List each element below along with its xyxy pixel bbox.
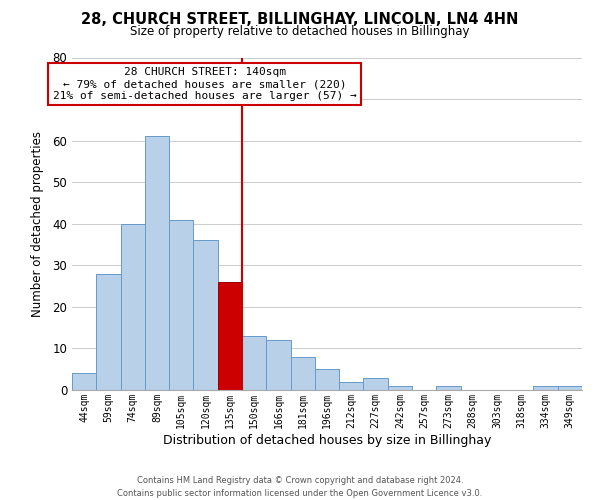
Bar [364,378,388,390]
Bar [218,282,242,390]
Bar [388,386,412,390]
Text: Size of property relative to detached houses in Billinghay: Size of property relative to detached ho… [130,25,470,38]
X-axis label: Distribution of detached houses by size in Billinghay: Distribution of detached houses by size … [163,434,491,446]
Bar [193,240,218,390]
Bar [121,224,145,390]
Bar [315,369,339,390]
Bar [266,340,290,390]
Bar [169,220,193,390]
Bar [436,386,461,390]
Bar [339,382,364,390]
Bar [96,274,121,390]
Text: Contains HM Land Registry data © Crown copyright and database right 2024.
Contai: Contains HM Land Registry data © Crown c… [118,476,482,498]
Bar [558,386,582,390]
Bar [72,374,96,390]
Bar [533,386,558,390]
Y-axis label: Number of detached properties: Number of detached properties [31,130,44,317]
Text: 28 CHURCH STREET: 140sqm
← 79% of detached houses are smaller (220)
21% of semi-: 28 CHURCH STREET: 140sqm ← 79% of detach… [53,68,356,100]
Bar [290,357,315,390]
Bar [145,136,169,390]
Bar [242,336,266,390]
Text: 28, CHURCH STREET, BILLINGHAY, LINCOLN, LN4 4HN: 28, CHURCH STREET, BILLINGHAY, LINCOLN, … [82,12,518,28]
